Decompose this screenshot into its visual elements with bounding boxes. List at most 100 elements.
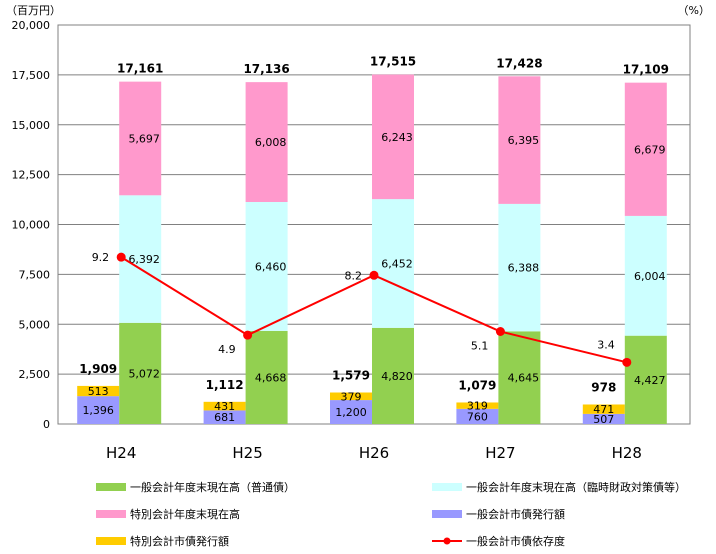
left-unit-label: （百万円） <box>6 4 61 17</box>
x-tick-label: H24 <box>106 444 136 462</box>
data-label: 6,388 <box>508 262 540 275</box>
data-label: 4,668 <box>255 371 287 384</box>
data-label: 513 <box>88 385 109 398</box>
bar-left-0 <box>203 410 246 424</box>
left-total-label: 1,112 <box>206 378 244 392</box>
legend-swatch <box>96 537 126 545</box>
bar-right-2 <box>245 82 288 202</box>
left-total-label: 1,079 <box>458 378 496 392</box>
data-label: 1,200 <box>335 406 367 419</box>
data-label: 681 <box>214 411 235 424</box>
bar-right-0 <box>372 327 414 424</box>
line-point <box>622 357 632 367</box>
bar-left-1 <box>203 401 246 411</box>
data-label: 5,072 <box>128 367 160 380</box>
x-tick-label: H27 <box>485 444 515 462</box>
bar-right-1 <box>498 203 541 332</box>
bar-right-2 <box>119 81 162 196</box>
data-label: 6,392 <box>128 253 160 266</box>
legend-label: 特別会計年度末現在高 <box>130 507 240 521</box>
right-total-label: 17,515 <box>370 55 416 69</box>
data-label: 6,452 <box>381 257 413 270</box>
bar-right-1 <box>245 201 288 331</box>
y-tick-label: 10,000 <box>12 219 51 232</box>
bar-right-2 <box>498 76 541 204</box>
bar-left-1 <box>582 404 625 414</box>
right-total-label: 17,109 <box>623 63 669 77</box>
legend-label: 一般会計市債依存度 <box>466 534 565 548</box>
data-label: 5,697 <box>128 132 160 145</box>
right-total-label: 17,161 <box>117 62 163 76</box>
bar-right-1 <box>119 195 162 323</box>
data-label: 319 <box>467 400 488 413</box>
y-tick-label: 5,000 <box>19 318 51 331</box>
bar-left-1 <box>330 392 372 401</box>
bar-right-1 <box>624 215 667 336</box>
y-tick-label: 12,500 <box>12 169 51 182</box>
bar-right-1 <box>372 199 414 328</box>
line-value-label: 4.9 <box>218 343 236 356</box>
legend-swatch-marker <box>443 537 451 545</box>
bar-left-1 <box>456 402 499 409</box>
data-label: 379 <box>341 390 362 403</box>
legend-label: 一般会計年度末現在高（臨時財政対策債等） <box>466 480 686 494</box>
bar-right-2 <box>624 82 667 216</box>
data-label: 6,004 <box>634 270 666 283</box>
line-point <box>495 327 505 337</box>
bar-right-0 <box>119 322 162 424</box>
data-label: 507 <box>593 413 614 426</box>
y-tick-label: 0 <box>43 418 50 431</box>
legend-label: 特別会計市債発行額 <box>130 534 229 548</box>
x-tick-label: H28 <box>612 444 642 462</box>
legend-label: 一般会計市債発行額 <box>466 507 565 521</box>
line-point <box>116 252 126 262</box>
y-tick-label: 20,000 <box>12 19 51 32</box>
y-tick-label: 7,500 <box>19 268 51 281</box>
data-label: 6,008 <box>255 136 287 149</box>
legend-swatch <box>96 510 126 518</box>
y-tick-label: 15,000 <box>12 119 51 132</box>
data-label: 6,395 <box>508 134 540 147</box>
data-label: 6,460 <box>255 260 287 273</box>
data-label: 6,679 <box>634 143 666 156</box>
data-label: 760 <box>467 410 488 423</box>
bar-left-0 <box>456 408 499 424</box>
bar-right-2 <box>372 74 414 200</box>
legend-label: 一般会計年度末現在高（普通債） <box>130 480 295 494</box>
line-point <box>369 270 379 280</box>
bar-left-1 <box>77 385 120 397</box>
bar-left-0 <box>330 400 372 424</box>
bar-right-0 <box>498 331 541 424</box>
data-label: 471 <box>593 403 614 416</box>
line-value-label: 5.1 <box>471 340 489 353</box>
y-tick-label: 17,500 <box>12 69 51 82</box>
data-label: 4,427 <box>634 374 666 387</box>
legend-swatch <box>432 510 462 518</box>
data-label: 4,645 <box>508 372 540 385</box>
legend-swatch <box>96 483 126 491</box>
line-value-label: 3.4 <box>597 338 615 351</box>
left-total-label: 1,909 <box>79 362 117 376</box>
right-total-label: 17,136 <box>243 62 289 76</box>
left-total-label: 1,579 <box>332 368 370 382</box>
legend-swatch <box>432 483 462 491</box>
data-label: 431 <box>214 400 235 413</box>
x-tick-label: H25 <box>232 444 262 462</box>
bar-right-0 <box>624 335 667 424</box>
bar-left-0 <box>77 396 120 424</box>
right-unit-label: （%） <box>678 4 710 17</box>
line-value-label: 9.2 <box>92 251 110 264</box>
y-tick-label: 2,500 <box>19 368 51 381</box>
line-value-label: 8.2 <box>345 269 363 282</box>
right-total-label: 17,428 <box>496 56 542 70</box>
line-point <box>243 330 253 340</box>
bar-left-0 <box>582 413 625 424</box>
left-total-label: 978 <box>591 380 616 394</box>
bar-right-0 <box>245 330 288 424</box>
data-label: 1,396 <box>82 404 114 417</box>
data-label: 6,243 <box>381 131 413 144</box>
x-tick-label: H26 <box>359 444 389 462</box>
data-label: 4,820 <box>381 370 413 383</box>
